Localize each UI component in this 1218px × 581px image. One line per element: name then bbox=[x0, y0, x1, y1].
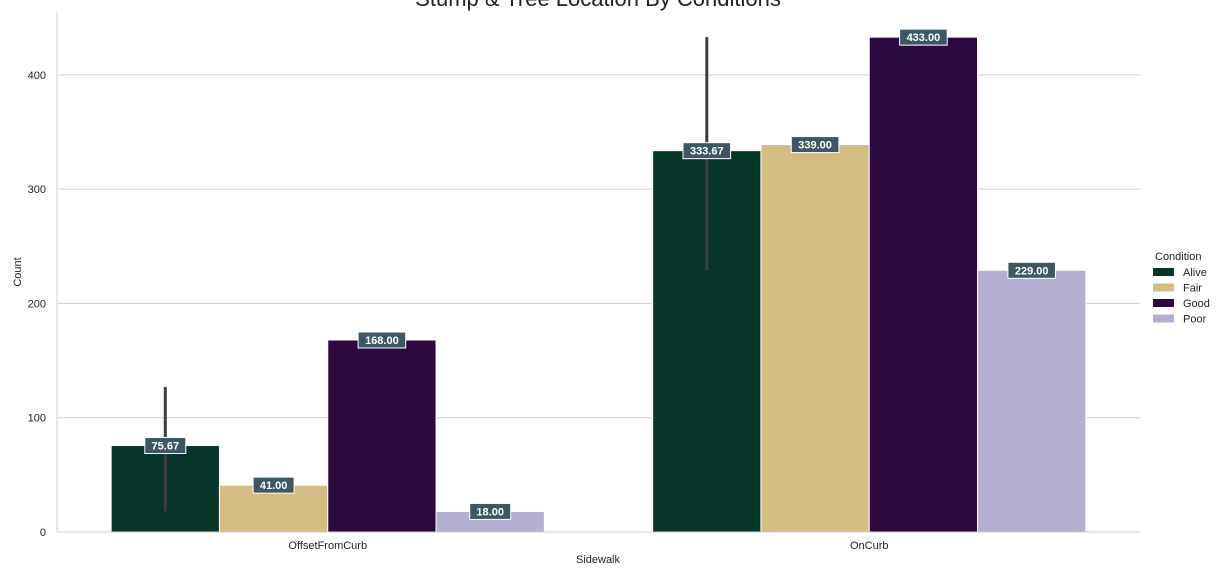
data-label: 41.00 bbox=[260, 480, 288, 492]
data-label-box bbox=[1007, 261, 1057, 279]
x-tick-label: OffsetFromCurb bbox=[288, 540, 367, 552]
data-label: 339.00 bbox=[798, 140, 832, 152]
legend-label-fair: Fair bbox=[1183, 283, 1202, 295]
data-label-box bbox=[252, 476, 295, 494]
data-labels: 75.67 41.00 168.00 18.00 333.67 339.00 433.00 2… bbox=[144, 28, 1057, 520]
data-label-box bbox=[682, 142, 732, 160]
bar-fair-oncurb bbox=[760, 144, 870, 533]
axes: 0 100 200 300 400 OffsetFromCurb OnCurb bbox=[28, 12, 1140, 552]
legend-swatch-fair bbox=[1153, 283, 1174, 292]
legend-swatch-alive bbox=[1153, 268, 1174, 276]
legend-label-good: Good bbox=[1183, 298, 1210, 310]
y-tick-label: 0 bbox=[40, 527, 46, 539]
data-label: 333.67 bbox=[690, 146, 724, 158]
y-axis-title: Count bbox=[12, 257, 24, 286]
y-tick-label: 200 bbox=[28, 298, 46, 310]
chart-title: Stump & Tree Location By Conditions bbox=[415, 0, 781, 11]
data-label: 75.67 bbox=[152, 441, 180, 453]
y-tick-label: 300 bbox=[28, 184, 46, 196]
data-label-box bbox=[357, 331, 407, 349]
legend-swatch-good bbox=[1153, 299, 1174, 307]
bar-poor-oncurb bbox=[977, 269, 1087, 533]
data-label: 168.00 bbox=[365, 335, 399, 347]
y-tick-label: 100 bbox=[28, 413, 46, 425]
legend-label-poor: Poor bbox=[1183, 314, 1207, 326]
data-label-box bbox=[899, 28, 948, 46]
data-label-box bbox=[144, 437, 187, 455]
x-tick-label: OnCurb bbox=[850, 540, 889, 552]
data-label-box bbox=[469, 502, 512, 520]
data-label: 229.00 bbox=[1015, 265, 1049, 277]
legend: Condition Alive Fair Good Poor bbox=[1153, 251, 1210, 326]
legend-label-alive: Alive bbox=[1183, 267, 1207, 279]
bar-good-oncurb bbox=[868, 36, 979, 533]
data-label: 18.00 bbox=[476, 506, 504, 518]
legend-title: Condition bbox=[1155, 251, 1201, 263]
bars bbox=[110, 36, 1087, 533]
bar-good-offsetfromcurb bbox=[327, 339, 437, 533]
data-label-box bbox=[790, 136, 840, 154]
legend-swatch-poor bbox=[1153, 314, 1174, 323]
x-axis-title: Sidewalk bbox=[576, 554, 621, 566]
data-label: 433.00 bbox=[907, 32, 941, 44]
y-tick-label: 400 bbox=[28, 70, 46, 82]
